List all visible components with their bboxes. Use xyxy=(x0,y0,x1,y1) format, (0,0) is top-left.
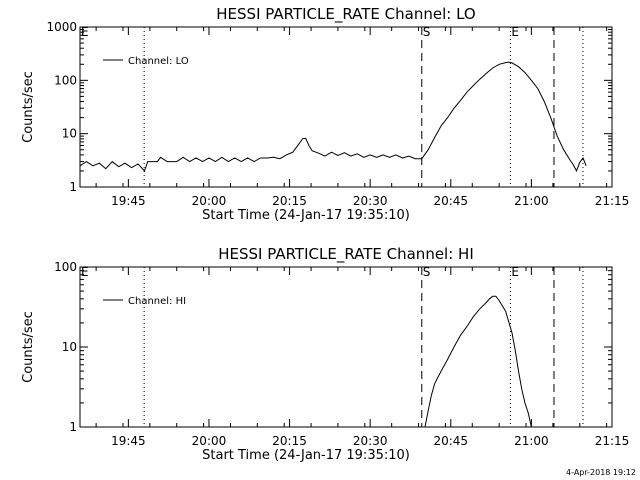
x-tick-label: 21:15 xyxy=(595,434,630,448)
y-axis-label: Counts/sec xyxy=(21,71,36,143)
event-marker-label: E xyxy=(81,25,89,39)
x-tick-label: 20:45 xyxy=(433,194,468,208)
x-tick-label: 20:15 xyxy=(272,194,307,208)
y-tick-label: 1000 xyxy=(46,20,77,34)
y-tick-label: 1 xyxy=(69,420,77,434)
event-marker-label: E xyxy=(81,265,89,279)
x-tick-label: 20:45 xyxy=(433,434,468,448)
legend-label: Channel: LO xyxy=(128,56,189,67)
chart-panel-1: HESSI PARTICLE_RATE Channel: HI 19:45 20:0… xyxy=(21,245,629,463)
y-tick-label: 100 xyxy=(54,73,77,87)
y-tick-label: 10 xyxy=(62,340,77,354)
y-axis-label: Counts/sec xyxy=(21,311,36,383)
plot-frame xyxy=(79,266,613,428)
chart-title: HESSI PARTICLE_RATE Channel: HI xyxy=(218,245,474,264)
y-tick-label: 100 xyxy=(54,260,77,274)
chart-panel-0: HESSI PARTICLE_RATE Channel: LO 19:45 20:0… xyxy=(21,5,629,223)
chart-title: HESSI PARTICLE_RATE Channel: LO xyxy=(216,5,475,24)
y-tick-label: 1 xyxy=(69,180,77,194)
x-tick-label: 20:00 xyxy=(192,194,227,208)
event-marker-label: E xyxy=(511,25,519,39)
y-tick-label: 10 xyxy=(62,127,77,141)
x-tick-label: 20:15 xyxy=(272,434,307,448)
x-tick-label: 19:45 xyxy=(111,434,146,448)
series-line-0 xyxy=(424,295,532,428)
event-marker-label: S xyxy=(423,25,431,39)
legend-label: Channel: HI xyxy=(128,296,186,307)
plot-frame xyxy=(79,26,613,188)
footer-timestamp: 4-Apr-2018 19:12 xyxy=(566,468,636,477)
x-axis-label: Start Time (24-Jan-17 19:35:10) xyxy=(202,448,410,463)
x-axis-label: Start Time (24-Jan-17 19:35:10) xyxy=(202,208,410,223)
event-marker-label: E xyxy=(511,265,519,279)
x-tick-label: 20:30 xyxy=(353,194,388,208)
x-tick-label: 21:00 xyxy=(514,194,549,208)
x-tick-label: 19:45 xyxy=(111,194,146,208)
series-line-0 xyxy=(79,61,587,173)
x-tick-label: 20:30 xyxy=(353,434,388,448)
event-marker-label: S xyxy=(423,265,431,279)
x-tick-label: 21:00 xyxy=(514,434,549,448)
x-tick-label: 20:00 xyxy=(192,434,227,448)
x-tick-label: 21:15 xyxy=(595,194,630,208)
